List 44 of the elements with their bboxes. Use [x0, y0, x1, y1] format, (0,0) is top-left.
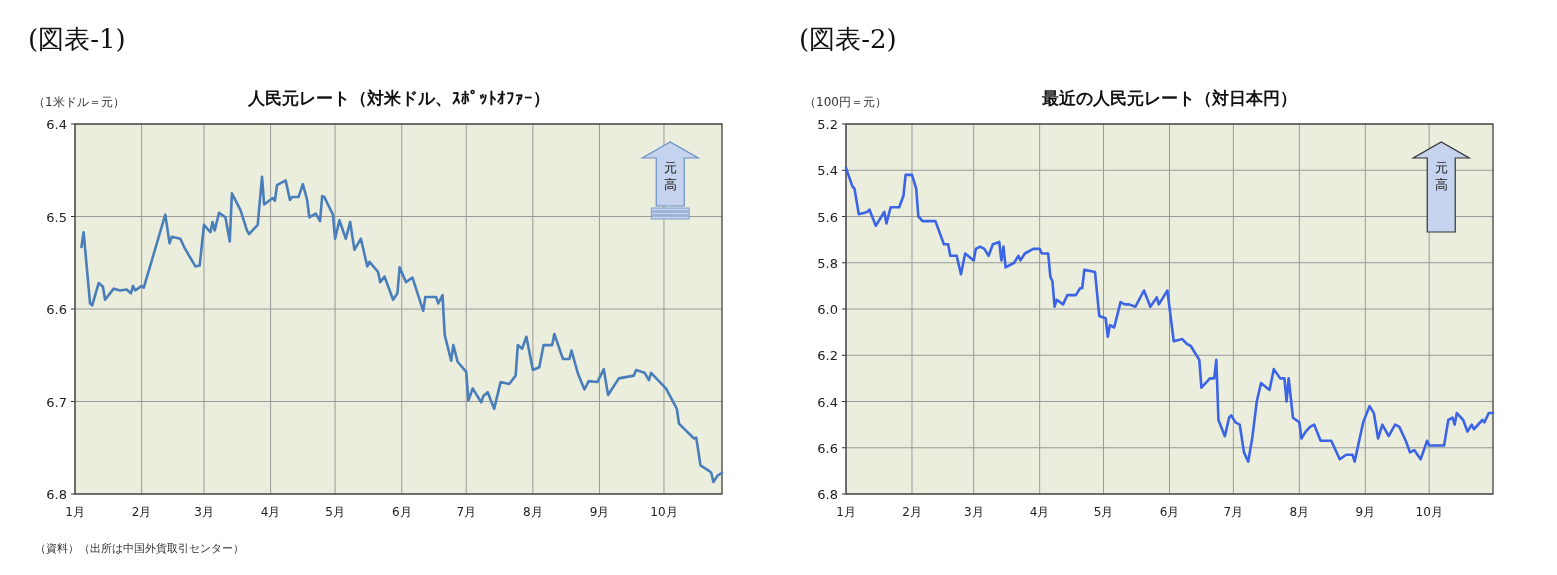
x-tick-label: 5月 — [1093, 505, 1114, 519]
y-tick-label: 6.7 — [46, 394, 67, 410]
y-tick-label: 6.8 — [46, 487, 67, 502]
annotation: 元高 — [1434, 160, 1448, 192]
x-tick-label: 1月 — [65, 505, 85, 519]
y-tick-label: 6.6 — [46, 302, 67, 317]
y-tick-label: 5.2 — [817, 117, 838, 132]
x-tick-label: 8月 — [1289, 505, 1310, 519]
chart-subtitle: 最近の人民元レート（対日本円） — [1041, 88, 1297, 108]
x-tick-label: 1月 — [836, 505, 856, 519]
x-tick-label: 4月 — [1029, 505, 1050, 519]
x-tick-label: 5月 — [325, 505, 345, 519]
x-tick-label: 9月 — [589, 505, 610, 519]
x-tick-label: 2月 — [902, 505, 922, 519]
y-axis-title: （100円＝元） — [804, 95, 887, 109]
y-tick-label: 6.4 — [817, 394, 838, 410]
x-tick-label: 6月 — [391, 505, 412, 519]
x-tick-label: 6月 — [1159, 505, 1180, 519]
x-tick-label: 8月 — [523, 505, 543, 519]
y-tick-label: 6.0 — [817, 302, 838, 317]
y-axis-title: （1米ドル＝元） — [33, 95, 125, 109]
y-tick-label: 5.4 — [817, 163, 838, 179]
y-tick-label: 6.4 — [46, 117, 67, 132]
x-tick-label: 4月 — [260, 505, 281, 519]
x-tick-label: 3月 — [194, 505, 214, 519]
y-tick-label: 5.6 — [817, 209, 838, 225]
chart-subtitle: 人民元レート（対米ドル、ｽﾎﾟｯﾄｵﾌｧｰ） — [246, 88, 550, 108]
x-tick-label: 10月 — [650, 505, 678, 519]
line-series — [80, 175, 724, 484]
y-tick-label: 5.8 — [817, 255, 838, 271]
x-tick-label: 7月 — [456, 505, 477, 519]
text: （資料）（出所は中国外貨取引センター） — [35, 542, 244, 555]
annotation: 元高 — [663, 160, 677, 192]
chart-title: (図表-2) — [799, 24, 897, 54]
y-tick-label: 6.5 — [46, 209, 67, 225]
chart-title: (図表-1) — [28, 24, 126, 54]
x-tick-label: 9月 — [1355, 505, 1376, 519]
x-tick-label: 7月 — [1223, 505, 1244, 519]
x-tick-label: 3月 — [963, 505, 984, 519]
y-tick-label: 6.6 — [817, 440, 838, 456]
x-tick-label: 10月 — [1415, 505, 1443, 519]
y-tick-label: 6.8 — [817, 487, 838, 502]
y-tick-label: 6.2 — [817, 348, 838, 364]
x-tick-label: 2月 — [131, 505, 152, 519]
